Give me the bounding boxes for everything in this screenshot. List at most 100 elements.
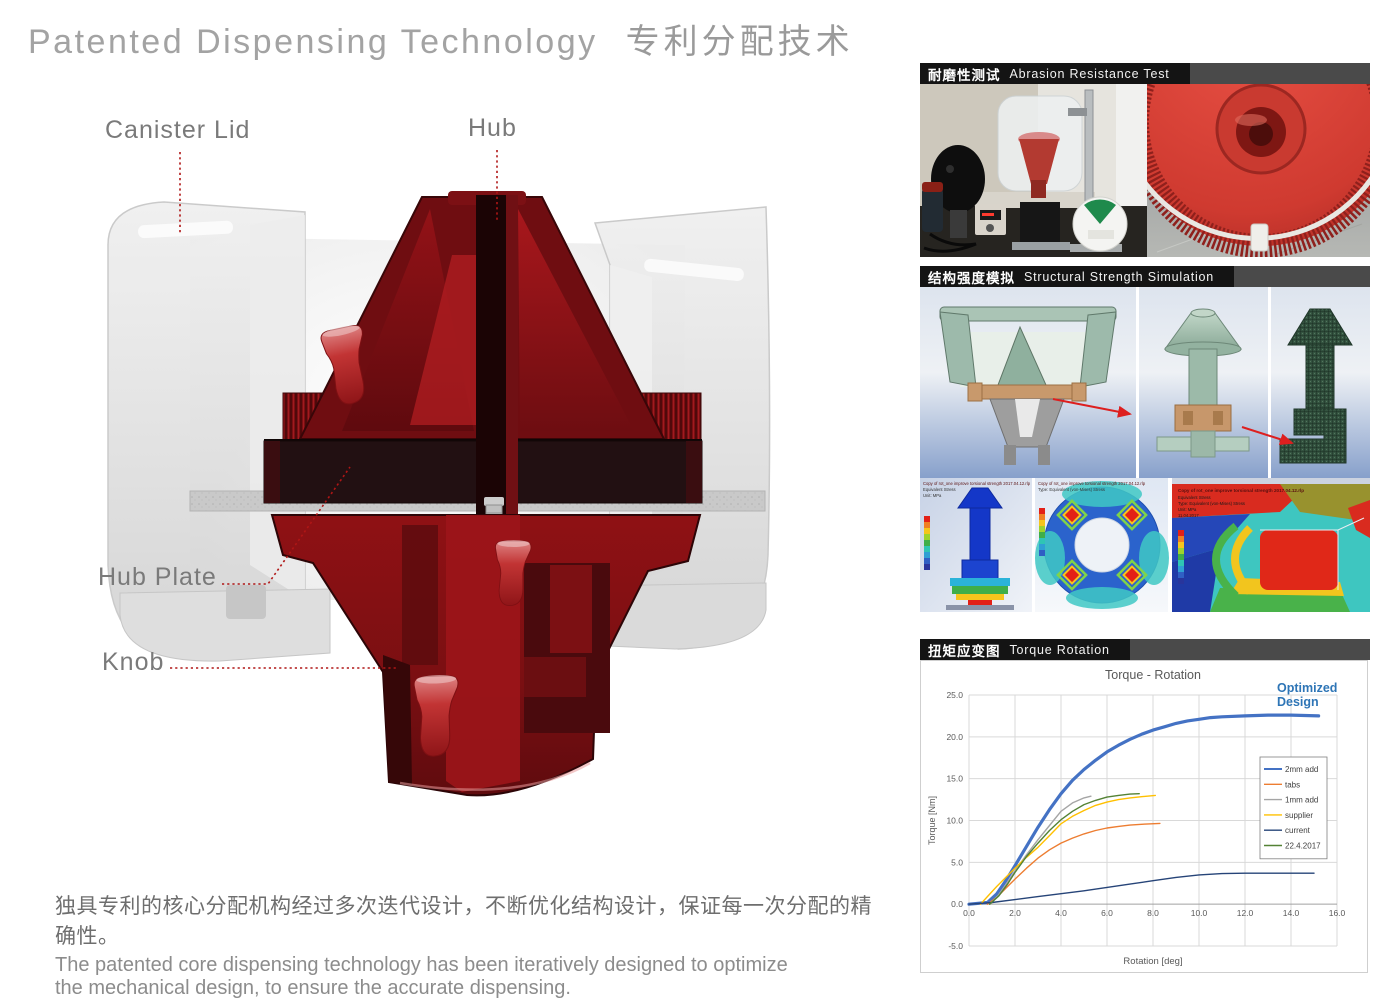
cad-hub-part: [1156, 308, 1250, 458]
panel-abrasion-chip: 耐磨性测试 Abrasion Resistance Test: [920, 63, 1190, 84]
gauge-meter: [1072, 196, 1128, 252]
panel-abrasion-title-zh: 耐磨性测试: [928, 67, 1001, 83]
fea-caption-2b: Type: Equivalent (von-Mises) Stress: [1038, 487, 1105, 492]
series-tabs: [986, 822, 1161, 905]
panel-torque-chip: 扭矩应变图 Torque Rotation: [920, 639, 1130, 660]
fea-caption-3d: Unit: MPa: [1178, 507, 1197, 512]
label-canister-lid: Canister Lid: [105, 116, 251, 144]
series-current: [968, 872, 1315, 905]
fea-caption-1: Copy of rot_one improve torsional streng…: [923, 481, 1031, 486]
knob-body-render: [270, 514, 702, 797]
red-mechanism-render: [263, 191, 703, 797]
svg-text:14.0: 14.0: [1283, 908, 1300, 918]
panel-torque-title-zh: 扭矩应变图: [928, 643, 1001, 659]
page-title-en: Patented Dispensing Technology: [28, 23, 598, 61]
series-2mm-add: [967, 713, 1321, 906]
svg-text:current: current: [1285, 826, 1311, 835]
fea-color-legend-1: [924, 516, 930, 570]
mannequin-head: [931, 145, 985, 213]
cad-assembly-section: [939, 306, 1117, 465]
stress-hotspots: [1056, 499, 1148, 591]
page-title-zh: 专利分配技术: [625, 23, 854, 61]
leader-hub-plate: [222, 466, 351, 585]
fea-caption-1b: Equivalent Stress: [923, 487, 956, 492]
svg-text:4.0: 4.0: [1055, 908, 1067, 918]
chart-annotation: Optimized: [1277, 681, 1337, 695]
torque-rotation-chart: 0.0 2.0 4.0 6.0 8.0 10.0 12.0 14.0 16.0 -5.0 0.0 5.…: [920, 660, 1368, 973]
fea-plate-stress: Copy of rot_one improve torsional streng…: [1035, 478, 1169, 612]
svg-text:2mm add: 2mm add: [1285, 765, 1318, 774]
svg-text:5.0: 5.0: [951, 857, 963, 867]
label-hub: Hub: [468, 114, 517, 142]
panel-structural-title-zh: 结构强度模拟: [928, 270, 1015, 286]
cables: [923, 232, 977, 253]
svg-text:1mm add: 1mm add: [1285, 796, 1318, 805]
white-clip: [1250, 223, 1269, 252]
footer-description-en-line1: The patented core dispensing technology …: [55, 954, 788, 976]
svg-text:15.0: 15.0: [946, 774, 963, 784]
svg-text:12.0: 12.0: [1237, 908, 1254, 918]
footer-description: 独具专利的核心分配机构经过多次迭代设计，不断优化结构设计，保证每一次分配的精确性…: [55, 890, 875, 1000]
fea-contour-closeup: Copy of rot_one improve torsional streng…: [1172, 478, 1370, 612]
chart-ylabel: Torque [Nm]: [927, 796, 937, 845]
canister-lid-render: [107, 201, 771, 662]
svg-text:tabs: tabs: [1285, 780, 1300, 789]
chart-title: Torque - Rotation: [1105, 668, 1201, 682]
svg-text:25.0: 25.0: [946, 690, 963, 700]
panel-structural-simulation: 结构强度模拟 Structural Strength Simulation: [920, 266, 1370, 612]
fea-hub-stress: Copy of rot_one improve torsional streng…: [920, 478, 1032, 612]
torque-rotation-plot: 0.0 2.0 4.0 6.0 8.0 10.0 12.0 14.0 16.0 -5.0 0.0 5.…: [921, 661, 1367, 972]
fea-results-row: Copy of rot_one improve torsional streng…: [920, 478, 1370, 612]
footer-description-en-line2: the mechanical design, to ensure the acc…: [55, 977, 571, 999]
motor-block: [1020, 202, 1060, 244]
series-1mm-add: [988, 795, 1092, 905]
fea-caption-3: Copy of rot_one improve torsional streng…: [1178, 488, 1304, 493]
series-22-4-2017: [988, 792, 1140, 905]
cad-model-row: [920, 287, 1370, 478]
label-knob: Knob: [102, 648, 165, 676]
panel-structural-chip: 结构强度模拟 Structural Strength Simulation: [920, 266, 1235, 287]
svg-text:0.0: 0.0: [951, 899, 963, 909]
label-leader-lines: [170, 150, 498, 669]
photo-red-canister: [1147, 84, 1370, 257]
panel-torque-rotation: 扭矩应变图 Torque Rotation 0.0 2.0 4.0 6.0 8.0 10.…: [920, 639, 1370, 973]
svg-text:supplier: supplier: [1285, 811, 1313, 820]
panel-structural-header: 结构强度模拟 Structural Strength Simulation: [920, 266, 1370, 287]
panel-abrasion-test: 耐磨性测试 Abrasion Resistance Test: [920, 63, 1370, 257]
chart-legend: [1259, 756, 1328, 860]
grip-middle-render: [495, 540, 532, 607]
sample-jar: [922, 188, 943, 232]
svg-text:22.4.2017: 22.4.2017: [1285, 842, 1321, 851]
panel-abrasion-header: 耐磨性测试 Abrasion Resistance Test: [920, 63, 1370, 84]
svg-text:8.0: 8.0: [1147, 908, 1159, 918]
dispenser-cross-section-render: [107, 150, 771, 797]
series-supplier: [979, 794, 1157, 905]
fea-caption-3c: Type: Equivalent (von-Mises) Stress: [1178, 501, 1245, 506]
red-funnel-in-chamber: [1019, 139, 1059, 184]
svg-text:6.0: 6.0: [1101, 908, 1113, 918]
grip-upper-render: [319, 323, 377, 408]
torque-chart-svg: 0.0 2.0 4.0 6.0 8.0 10.0 12.0 14.0 16.0 -5.0 0.0 5.…: [927, 668, 1346, 967]
page-title: Patented Dispensing Technology 专利分配技术: [28, 14, 854, 63]
fea-color-legend-3: [1178, 530, 1184, 584]
fea-color-legend-2: [1039, 508, 1045, 556]
fea-caption-1c: Unit: MPa: [923, 493, 942, 498]
svg-text:10.0: 10.0: [1191, 908, 1208, 918]
panel-torque-title-en: Torque Rotation: [1009, 642, 1110, 657]
arrow-step-2: [1241, 426, 1294, 446]
label-hub-plate: Hub Plate: [98, 563, 217, 591]
panel-structural-title-en: Structural Strength Simulation: [1024, 269, 1215, 284]
svg-text:-5.0: -5.0: [948, 941, 963, 951]
svg-text:20.0: 20.0: [946, 732, 963, 742]
arrow-step-1: [1052, 398, 1132, 418]
grip-lower-render: [413, 674, 462, 758]
panel-torque-header: 扭矩应变图 Torque Rotation: [920, 639, 1370, 660]
footer-description-zh: 独具专利的核心分配机构经过多次迭代设计，不断优化结构设计，保证每一次分配的精确性…: [55, 895, 872, 948]
chart-xlabel: Rotation [deg]: [1123, 956, 1182, 967]
svg-text:2.0: 2.0: [1009, 908, 1021, 918]
fea-caption-3e: 11.04.2017: [1178, 513, 1199, 518]
chart-annotation: Design: [1277, 695, 1319, 709]
panel-abrasion-title-en: Abrasion Resistance Test: [1009, 66, 1170, 81]
fea-caption-2: Copy of rot_one improve torsional streng…: [1038, 481, 1146, 486]
svg-text:16.0: 16.0: [1329, 908, 1346, 918]
